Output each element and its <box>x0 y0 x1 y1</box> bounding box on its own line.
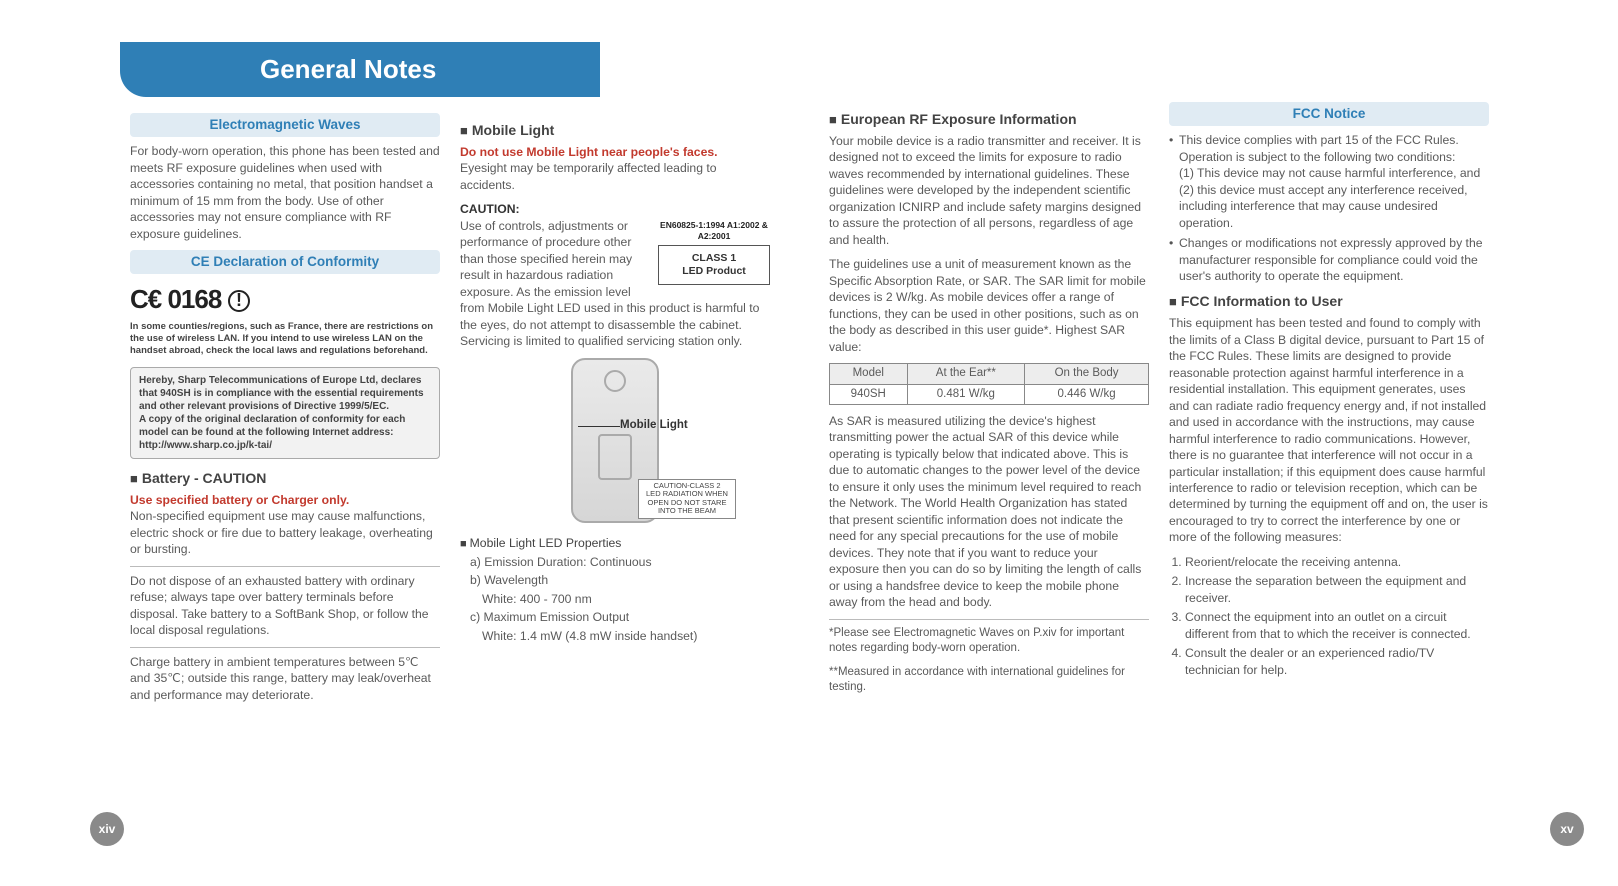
sar-h2: At the Ear** <box>907 363 1025 384</box>
divider <box>829 619 1149 620</box>
fcc-m2: Increase the separation between the equi… <box>1185 573 1489 606</box>
prop-b: b) Wavelength <box>470 572 770 588</box>
page-title: General Notes <box>120 42 600 97</box>
document-spread: General Notes Electromagnetic Waves For … <box>0 42 1618 842</box>
em-waves-body: For body-worn operation, this phone has … <box>130 143 440 242</box>
mobile-light-label: Mobile Light <box>620 418 688 434</box>
fcc-bullets: This device complies with part 15 of the… <box>1169 132 1489 284</box>
ce-declaration-box: Hereby, Sharp Telecommunications of Euro… <box>130 367 440 459</box>
right-col-1: European RF Exposure Information Your mo… <box>829 102 1149 704</box>
class1-line1: CLASS 1 <box>663 252 765 265</box>
mlight-p1: Eyesight may be temporarily affected lea… <box>460 160 770 193</box>
rf-n2: **Measured in accordance with internatio… <box>829 665 1149 696</box>
prop-a: a) Emission Duration: Continuous <box>470 554 770 570</box>
sar-model: 940SH <box>830 384 908 405</box>
heading-fcc-info: FCC Information to User <box>1169 292 1489 311</box>
caution-label: CAUTION: <box>460 201 770 217</box>
ce-note: In some counties/regions, such as France… <box>130 321 440 357</box>
heading-ce: CE Declaration of Conformity <box>130 250 440 274</box>
class1-box: EN60825-1:1994 A1:2002 & A2:2001 CLASS 1… <box>658 220 770 285</box>
ce-number: 0168 <box>167 284 221 314</box>
right-page: European RF Exposure Information Your mo… <box>809 42 1618 842</box>
battery-p2: Do not dispose of an exhausted battery w… <box>130 573 440 639</box>
heading-em-waves: Electromagnetic Waves <box>130 113 440 137</box>
rf-p3: As SAR is measured utilizing the device'… <box>829 413 1149 611</box>
rf-n1: *Please see Electromagnetic Waves on P.x… <box>829 626 1149 657</box>
left-col-1: Electromagnetic Waves For body-worn oper… <box>130 113 440 711</box>
rf-p1: Your mobile device is a radio transmitte… <box>829 133 1149 248</box>
fcc-m1: Reorient/relocate the receiving antenna. <box>1185 554 1489 570</box>
right-col-2: FCC Notice This device complies with par… <box>1169 102 1489 704</box>
phone-figure: Mobile Light CAUTION-CLASS 2 LED RADIATI… <box>500 358 730 527</box>
fcc-p1: This equipment has been tested and found… <box>1169 315 1489 546</box>
caution-sticker: CAUTION-CLASS 2 LED RADIATION WHEN OPEN … <box>638 479 736 520</box>
prop-c1: White: 1.4 mW (4.8 mW inside handset) <box>470 628 770 644</box>
page-num-left: xiv <box>90 812 124 846</box>
prop-b1: White: 400 - 700 nm <box>470 591 770 607</box>
battery-p3: Charge battery in ambient temperatures b… <box>130 654 440 703</box>
fcc-m3: Connect the equipment into an outlet on … <box>1185 609 1489 642</box>
left-col-2: Mobile Light Do not use Mobile Light nea… <box>460 113 770 711</box>
heading-battery: Battery - CAUTION <box>130 469 440 488</box>
divider <box>130 566 440 567</box>
ce-mark: C€ 0168 ! <box>130 280 440 317</box>
sar-ear: 0.481 W/kg <box>907 384 1025 405</box>
mlight-warning: Do not use Mobile Light near people's fa… <box>460 144 770 160</box>
battery-p1: Non-specified equipment use may cause ma… <box>130 508 440 557</box>
fcc-b2: Changes or modifications not expressly a… <box>1169 235 1489 284</box>
class1-std: EN60825-1:1994 A1:2002 & A2:2001 <box>658 220 770 243</box>
divider <box>130 647 440 648</box>
left-page: General Notes Electromagnetic Waves For … <box>0 42 809 842</box>
prop-c: c) Maximum Emission Output <box>470 609 770 625</box>
fcc-b1: This device complies with part 15 of the… <box>1169 132 1489 231</box>
class1-line2: LED Product <box>663 265 765 278</box>
heading-fcc: FCC Notice <box>1169 102 1489 126</box>
sar-h3: On the Body <box>1025 363 1149 384</box>
sar-body: 0.446 W/kg <box>1025 384 1149 405</box>
battery-warning: Use specified battery or Charger only. <box>130 492 440 508</box>
fcc-measures: Reorient/relocate the receiving antenna.… <box>1169 554 1489 678</box>
fcc-m4: Consult the dealer or an experienced rad… <box>1185 645 1489 678</box>
mlight-props-head: Mobile Light LED Properties <box>460 535 770 552</box>
sar-h1: Model <box>830 363 908 384</box>
heading-rf: European RF Exposure Information <box>829 110 1149 129</box>
sar-table: Model At the Ear** On the Body 940SH 0.4… <box>829 363 1149 405</box>
rf-p2: The guidelines use a unit of measurement… <box>829 256 1149 355</box>
page-num-right: xv <box>1550 812 1584 846</box>
heading-mobile-light: Mobile Light <box>460 121 770 140</box>
callout-line <box>578 426 620 427</box>
mlight-props-list: a) Emission Duration: Continuous b) Wave… <box>460 554 770 644</box>
